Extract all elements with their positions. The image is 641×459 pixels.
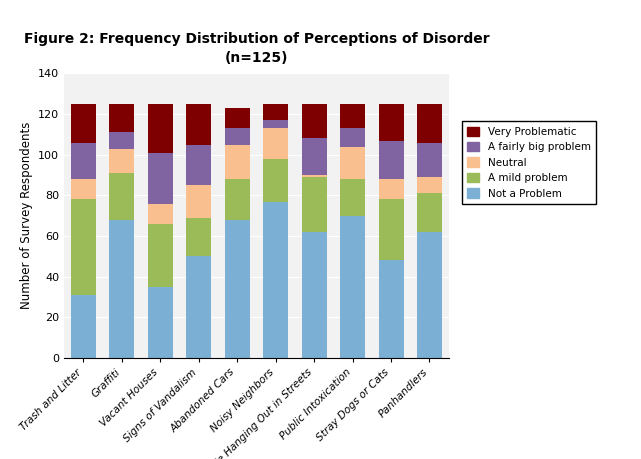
Bar <box>187 185 212 218</box>
Bar <box>225 129 250 145</box>
Bar <box>340 216 365 358</box>
Bar <box>302 175 327 177</box>
Bar <box>148 153 173 203</box>
Bar <box>148 104 173 153</box>
Bar <box>302 104 327 139</box>
Bar <box>263 120 288 129</box>
Bar <box>71 179 96 200</box>
Bar <box>225 220 250 358</box>
Bar <box>340 129 365 146</box>
Bar <box>263 159 288 202</box>
Bar <box>71 200 96 295</box>
Bar <box>302 177 327 232</box>
Bar <box>417 232 442 358</box>
Bar <box>109 220 135 358</box>
Text: Figure 2: Frequency Distribution of Perceptions of Disorder
(n=125): Figure 2: Frequency Distribution of Perc… <box>24 32 489 65</box>
Bar <box>109 149 135 173</box>
Bar <box>187 104 212 145</box>
Bar <box>148 203 173 224</box>
Bar <box>378 140 404 179</box>
Bar <box>378 260 404 358</box>
Bar <box>187 257 212 358</box>
Bar <box>263 202 288 358</box>
Bar <box>71 295 96 358</box>
Bar <box>417 193 442 232</box>
Bar <box>340 104 365 129</box>
Bar <box>417 177 442 193</box>
Bar <box>109 104 135 132</box>
Bar <box>263 104 288 120</box>
Bar <box>378 179 404 200</box>
Bar <box>187 145 212 185</box>
Bar <box>417 143 442 177</box>
Bar <box>302 232 327 358</box>
Bar <box>225 179 250 220</box>
Legend: Very Problematic, A fairly big problem, Neutral, A mild problem, Not a Problem: Very Problematic, A fairly big problem, … <box>462 121 596 204</box>
Bar <box>378 200 404 260</box>
Bar <box>71 143 96 179</box>
Bar <box>302 139 327 175</box>
Bar <box>340 179 365 216</box>
Y-axis label: Number of Survey Respondents: Number of Survey Respondents <box>20 122 33 309</box>
Bar <box>263 129 288 159</box>
Bar <box>109 173 135 220</box>
Bar <box>417 104 442 143</box>
Bar <box>225 145 250 179</box>
Bar <box>71 104 96 143</box>
Bar <box>340 146 365 179</box>
Bar <box>148 224 173 287</box>
Bar <box>225 108 250 129</box>
Bar <box>109 132 135 149</box>
Bar <box>148 287 173 358</box>
Bar <box>378 104 404 140</box>
Bar <box>187 218 212 257</box>
